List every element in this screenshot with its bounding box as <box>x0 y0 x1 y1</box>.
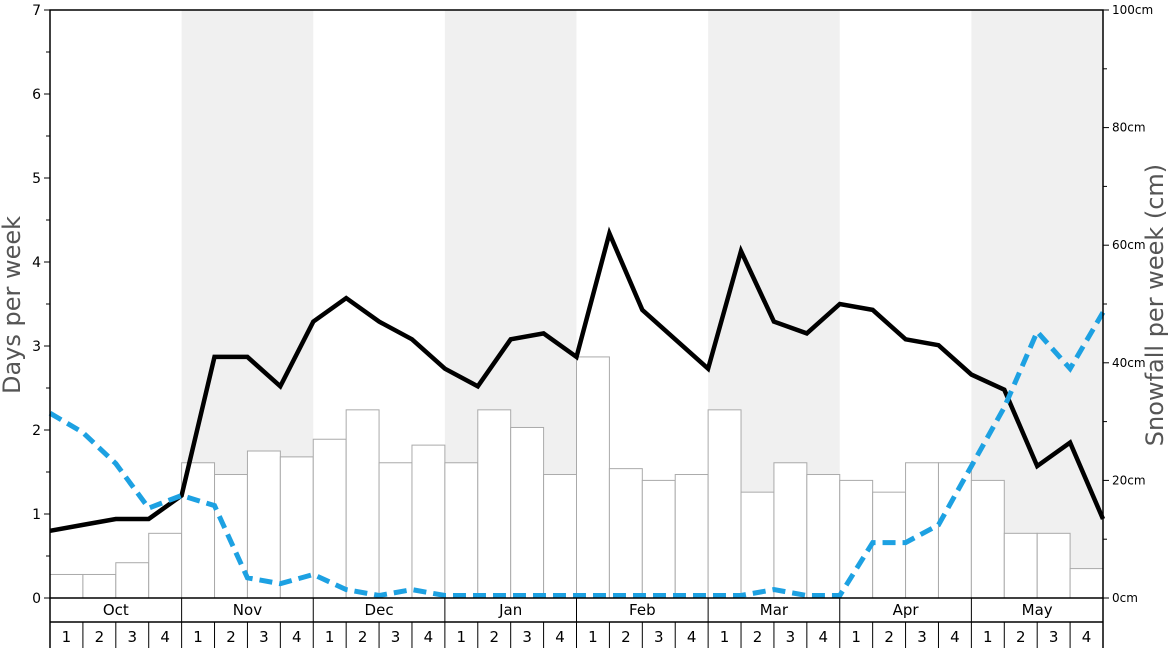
week-label: 1 <box>325 628 335 646</box>
snowfall-bar <box>839 479 874 599</box>
month-label: Jan <box>498 601 522 619</box>
right-tick-label: 20cm <box>1112 473 1146 487</box>
week-label: 1 <box>588 628 598 646</box>
week-label: 2 <box>489 628 499 646</box>
week-label: 3 <box>522 628 532 646</box>
week-label: 1 <box>851 628 861 646</box>
snowfall-bar <box>1069 568 1104 599</box>
snowfall-bar <box>1003 532 1038 599</box>
week-label: 4 <box>424 628 434 646</box>
right-tick-label: 0cm <box>1112 591 1138 605</box>
black-solid-line <box>49 226 1106 534</box>
snowfall-bar <box>576 356 610 599</box>
left-tick-label: 1 <box>32 507 41 523</box>
week-label: 2 <box>621 628 631 646</box>
week-row: 1 2 3 4 1 2 3 4 1 2 3 4 1 2 3 4 1 2 3 4 1 2 3 4 1 2 3 4 1 2 3 4 <box>62 622 1092 648</box>
month-label: May <box>1022 601 1053 619</box>
right-tick-label: 40cm <box>1112 356 1146 370</box>
series-lines <box>48 226 1106 599</box>
snowfall-bar <box>378 462 413 599</box>
snowfall-bar <box>641 479 676 599</box>
week-label: 3 <box>654 628 664 646</box>
left-axis-title: Days per week <box>0 216 26 394</box>
snowfall-bar <box>312 438 347 599</box>
left-tick-label: 7 <box>32 3 41 19</box>
week-label: 2 <box>1016 628 1026 646</box>
week-label: 4 <box>555 628 565 646</box>
week-label: 2 <box>226 628 236 646</box>
left-tick-label: 6 <box>32 87 41 103</box>
left-tick-label: 0 <box>32 591 41 607</box>
week-label: 1 <box>720 628 730 646</box>
week-label: 4 <box>292 628 302 646</box>
week-label: 1 <box>193 628 203 646</box>
left-axis: 0 1 2 3 4 5 6 7 <box>32 3 50 607</box>
month-label: Mar <box>760 601 789 619</box>
week-label: 3 <box>786 628 796 646</box>
snowfall-bar <box>740 491 775 599</box>
month-label: Nov <box>233 601 262 619</box>
month-label: Dec <box>365 601 394 619</box>
snowfall-bar <box>1036 532 1071 599</box>
snowfall-bar <box>970 479 1005 599</box>
month-label: Oct <box>103 601 129 619</box>
month-row: Oct Nov Dec Jan Feb Mar Apr May <box>49 598 1104 648</box>
right-tick-label: 80cm <box>1112 121 1146 135</box>
snowfall-bar <box>345 409 380 599</box>
left-tick-label: 5 <box>32 171 41 187</box>
week-label: 1 <box>62 628 72 646</box>
snowfall-bar <box>477 409 512 599</box>
snowfall-bar <box>773 462 808 599</box>
week-label: 2 <box>884 628 894 646</box>
left-tick-label: 4 <box>32 255 41 271</box>
week-label: 2 <box>95 628 105 646</box>
week-label: 4 <box>819 628 829 646</box>
snowfall-bar <box>82 573 117 599</box>
week-label: 4 <box>1082 628 1092 646</box>
week-label: 2 <box>753 628 763 646</box>
week-label: 1 <box>457 628 467 646</box>
snowfall-bar <box>510 426 545 599</box>
snowfall-bar <box>543 474 577 599</box>
right-tick-label: 100cm <box>1112 3 1153 17</box>
week-label: 4 <box>160 628 170 646</box>
snowfall-bar <box>674 474 709 599</box>
blue-dashed-line <box>48 311 1106 599</box>
week-label: 3 <box>1049 628 1059 646</box>
month-label: Feb <box>629 601 656 619</box>
snowfall-bar <box>115 562 150 599</box>
snowfall-bar <box>905 462 939 599</box>
week-label: 4 <box>687 628 697 646</box>
right-tick-label: 60cm <box>1112 238 1146 252</box>
snowfall-bar <box>411 444 446 599</box>
week-label: 2 <box>358 628 368 646</box>
week-label: 1 <box>983 628 993 646</box>
snowfall-bar <box>707 409 742 599</box>
snowfall-bar <box>806 474 841 599</box>
left-tick-label: 2 <box>32 423 41 439</box>
week-label: 3 <box>917 628 927 646</box>
snowfall-bar <box>608 468 643 599</box>
right-axis: 0cm 20cm 40cm 60cm 80cm 100cm <box>1103 3 1153 605</box>
snowfall-bar <box>49 573 84 599</box>
snowfall-bar <box>937 462 972 599</box>
week-label: 3 <box>127 628 137 646</box>
snowfall-bar <box>246 450 281 599</box>
week-label: 4 <box>950 628 960 646</box>
right-axis-title: Snowfall per week (cm) <box>1141 164 1168 446</box>
snowfall-bar <box>148 532 183 599</box>
month-label: Apr <box>893 601 920 619</box>
week-label: 3 <box>391 628 401 646</box>
snowfall-bar <box>444 462 479 599</box>
left-tick-label: 3 <box>32 339 41 355</box>
week-label: 3 <box>259 628 269 646</box>
